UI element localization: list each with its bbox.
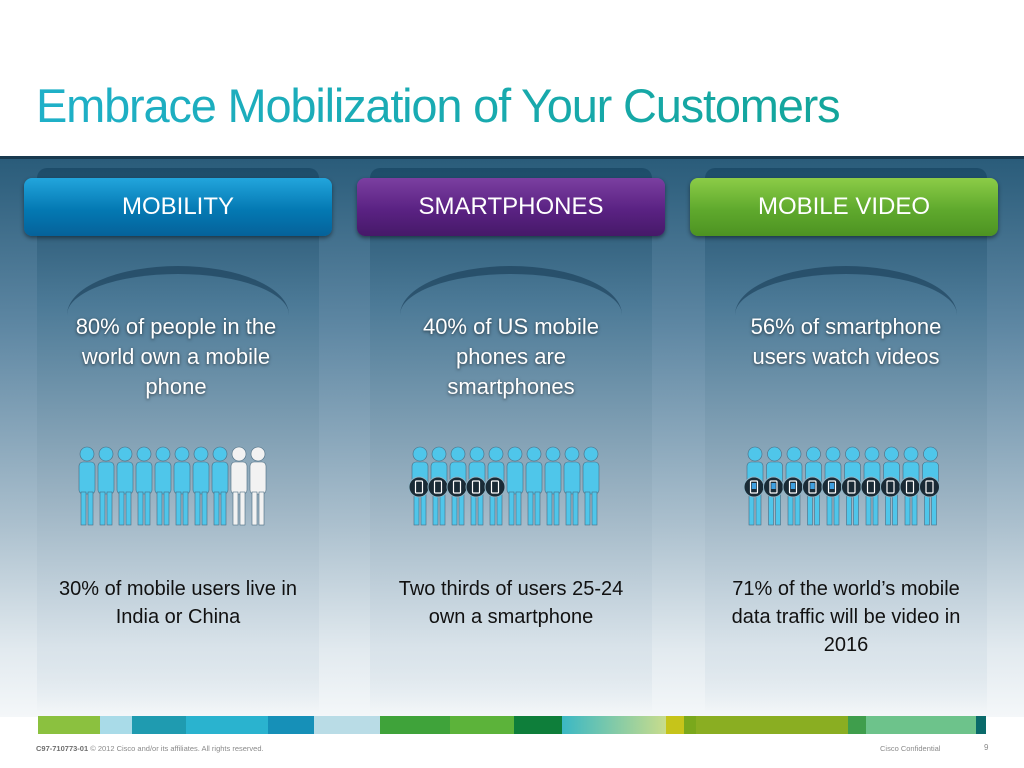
person-figure — [230, 446, 248, 526]
slide-title: Embrace Mobilization of Your Customers — [36, 79, 841, 132]
smartphones-stat: 40% of US mobile phones are smartphones — [422, 314, 600, 399]
smartphones-header: SMARTPHONES — [357, 178, 665, 236]
mobile-video-subtext: 71% of the world’s mobile data traffic w… — [731, 578, 961, 656]
person-figure — [135, 446, 153, 526]
people-graphic-mobile-video — [743, 446, 940, 526]
phone-icon — [465, 476, 487, 498]
phone-icon — [919, 476, 940, 498]
person-figure — [116, 446, 134, 526]
person-figure — [173, 446, 191, 526]
phone-icon — [743, 476, 765, 498]
mobile-video-header: MOBILE VIDEO — [690, 178, 998, 236]
phone-icon — [841, 476, 862, 498]
mobility-subtext: 30% of mobile users live in India or Chi… — [59, 578, 297, 628]
person-figure — [192, 446, 210, 526]
footer-stripe — [38, 716, 100, 734]
person-figure — [249, 446, 267, 526]
phone-icon — [408, 476, 430, 498]
person-figure — [582, 446, 600, 526]
person-figure — [525, 446, 543, 526]
mobility-header: MOBILITY — [24, 178, 332, 236]
phone-icon — [880, 476, 901, 498]
mobility-column — [37, 168, 319, 714]
phone-icon — [484, 476, 506, 498]
phone-icon — [446, 476, 468, 498]
person-figure — [563, 446, 581, 526]
mobile-video-stat: 56% of smartphone users watch videos — [750, 314, 942, 369]
smartphones-column — [370, 168, 652, 714]
phone-icon — [802, 476, 823, 498]
mobility-stat: 80% of people in the world own a mobile … — [75, 314, 277, 399]
document-code: C97-710773-01 — [36, 744, 89, 753]
smartphones-subtext: Two thirds of users 25-24 own a smartpho… — [398, 578, 624, 628]
phone-icon — [763, 476, 784, 498]
person-figure — [211, 446, 229, 526]
phone-icon — [860, 476, 882, 498]
page-number: 9 — [984, 743, 989, 752]
people-graphic-mobility — [78, 446, 267, 526]
person-figure — [97, 446, 115, 526]
person-figure — [78, 446, 96, 526]
confidential-label: Cisco Confidential — [880, 744, 941, 753]
phone-icon — [427, 476, 449, 498]
people-graphic-smartphones — [408, 446, 600, 526]
phone-icon — [899, 476, 921, 498]
person-figure — [544, 446, 562, 526]
phone-icon — [782, 476, 804, 498]
footer-copyright: C97-710773-01 © 2012 Cisco and/or its af… — [36, 744, 264, 753]
mobile-video-column — [705, 168, 987, 714]
person-figure — [506, 446, 524, 526]
person-figure — [154, 446, 172, 526]
phone-icon — [821, 476, 843, 498]
copyright-text: © 2012 Cisco and/or its affiliates. All … — [90, 744, 264, 753]
